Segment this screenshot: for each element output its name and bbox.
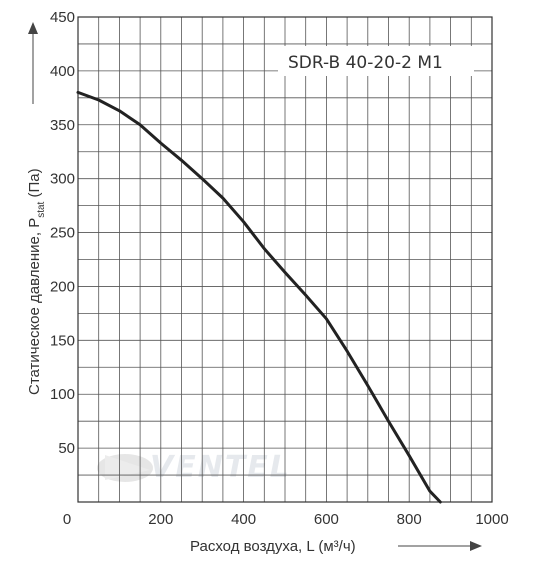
- y-axis-arrow-icon: [28, 22, 38, 34]
- y-tick-label: 400: [50, 63, 75, 80]
- y-tick-label: 450: [50, 9, 75, 26]
- fan-logo-icon: [97, 454, 153, 482]
- x-tick-label: 600: [314, 511, 339, 528]
- y-tick-label: 150: [50, 332, 75, 349]
- x-axis-label: Расход воздуха, L (м³/ч): [190, 538, 356, 555]
- y-axis-title: Статическое давление, Pstat (Па): [26, 22, 47, 395]
- y-tick-labels: 50 100 150 200 250 300 350 400 450: [50, 9, 75, 457]
- y-tick-label: 50: [58, 440, 75, 457]
- fan-curve-line: [76, 90, 442, 504]
- y-tick-label: 300: [50, 171, 75, 188]
- legend: SDR-B 40-20-2 M1: [278, 46, 474, 76]
- x-tick-label: 0: [63, 511, 71, 528]
- y-tick-label: 350: [50, 117, 75, 134]
- legend-box: [278, 46, 474, 76]
- legend-label: SDR-B 40-20-2 M1: [288, 53, 443, 73]
- y-axis-label-unit: (Па): [26, 168, 43, 201]
- grid: [78, 17, 492, 502]
- x-tick-labels: 0 200 400 600 800 1000: [63, 511, 509, 528]
- y-tick-label: 100: [50, 386, 75, 403]
- svg-text:Статическое давление, Pstat (П: Статическое давление, Pstat (Па): [26, 168, 47, 395]
- plot-frame: [77, 16, 493, 503]
- y-tick-label: 200: [50, 278, 75, 295]
- watermark-text: VENTEL: [150, 450, 291, 485]
- x-tick-label: 400: [231, 511, 256, 528]
- x-tick-label: 200: [148, 511, 173, 528]
- y-axis-label: Статическое давление, P: [26, 218, 43, 395]
- x-tick-label: 1000: [475, 511, 508, 528]
- x-tick-label: 800: [397, 511, 422, 528]
- x-axis-arrow-icon: [470, 541, 482, 551]
- x-axis-title: Расход воздуха, L (м³/ч): [190, 538, 482, 555]
- y-tick-label: 250: [50, 225, 75, 242]
- ventel-watermark: VENTEL: [97, 450, 291, 485]
- y-axis-label-subscript: stat: [36, 201, 47, 217]
- performance-curves: [76, 90, 442, 504]
